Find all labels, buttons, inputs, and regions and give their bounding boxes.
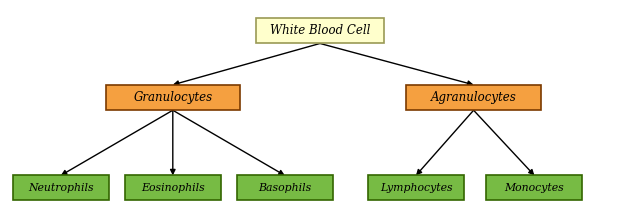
Text: Neutrophils: Neutrophils bbox=[28, 183, 93, 193]
FancyBboxPatch shape bbox=[13, 176, 109, 200]
Text: Lymphocytes: Lymphocytes bbox=[380, 183, 452, 193]
Text: Monocytes: Monocytes bbox=[504, 183, 564, 193]
FancyBboxPatch shape bbox=[406, 85, 541, 110]
FancyBboxPatch shape bbox=[486, 176, 582, 200]
FancyBboxPatch shape bbox=[368, 176, 464, 200]
FancyBboxPatch shape bbox=[237, 176, 333, 200]
Text: Basophils: Basophils bbox=[258, 183, 312, 193]
Text: White Blood Cell: White Blood Cell bbox=[270, 24, 370, 37]
FancyBboxPatch shape bbox=[125, 176, 221, 200]
Text: Eosinophils: Eosinophils bbox=[141, 183, 205, 193]
FancyBboxPatch shape bbox=[256, 18, 384, 43]
Text: Granulocytes: Granulocytes bbox=[133, 91, 212, 104]
FancyBboxPatch shape bbox=[106, 85, 240, 110]
Text: Agranulocytes: Agranulocytes bbox=[431, 91, 516, 104]
